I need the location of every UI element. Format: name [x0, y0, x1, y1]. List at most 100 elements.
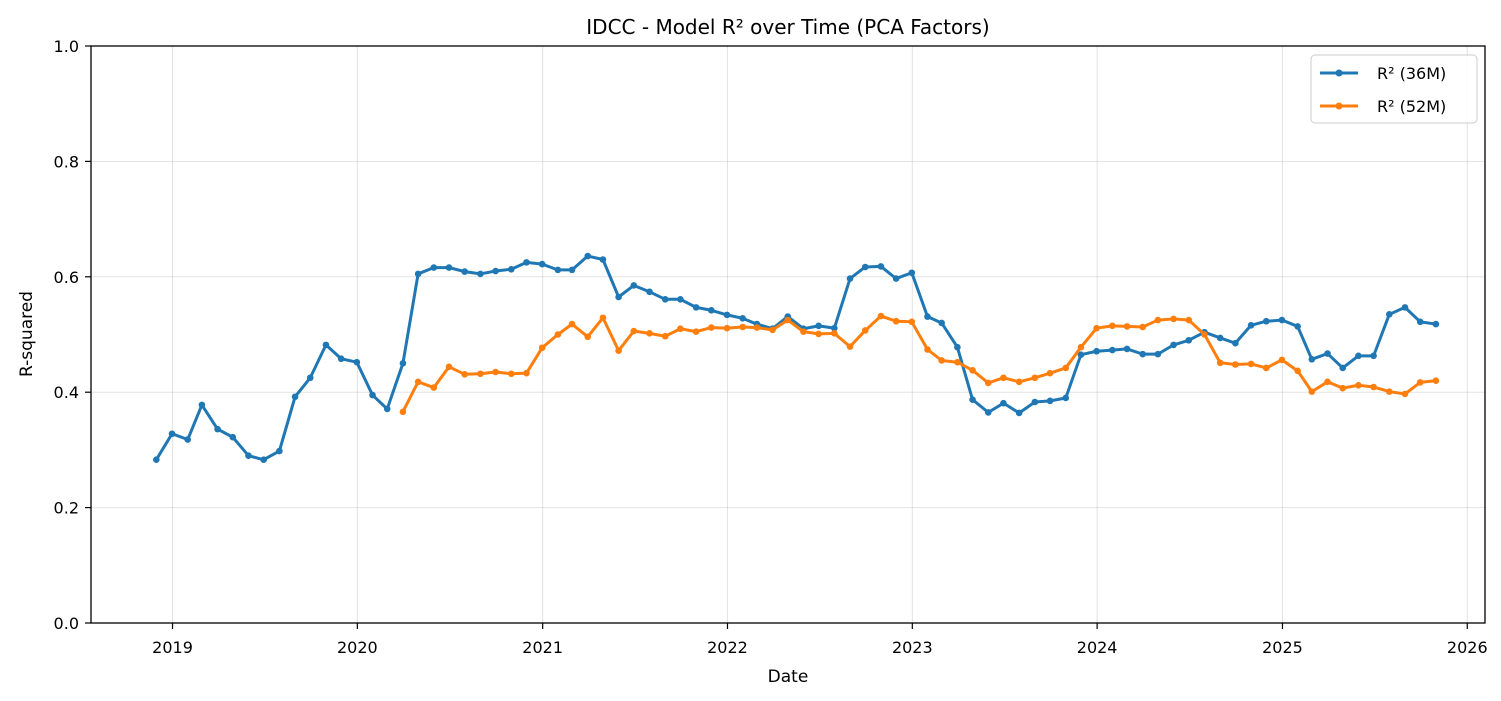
x-tick-label: 2023	[892, 638, 933, 657]
data-point	[1015, 378, 1023, 386]
data-point	[1432, 377, 1440, 384]
data-point	[1123, 323, 1131, 330]
data-point	[523, 369, 530, 377]
x-axis-label: Date	[768, 667, 809, 687]
x-tick-label: 2024	[1077, 638, 1118, 657]
data-point	[1278, 316, 1286, 324]
data-point	[1139, 350, 1146, 358]
data-point	[908, 318, 916, 326]
data-point	[1262, 317, 1270, 325]
data-point	[523, 259, 530, 266]
data-point	[430, 264, 438, 271]
data-point	[1308, 388, 1316, 395]
data-point	[877, 263, 885, 270]
data-point	[969, 366, 976, 374]
data-point	[831, 324, 838, 332]
data-point	[1201, 331, 1208, 338]
data-point	[1247, 321, 1255, 329]
data-point	[554, 266, 562, 274]
data-point	[815, 322, 822, 330]
data-point	[1046, 397, 1054, 405]
data-point	[630, 282, 638, 289]
y-axis-label: R-squared	[17, 291, 37, 377]
data-point	[739, 323, 746, 331]
data-point	[661, 296, 669, 303]
data-point	[414, 270, 422, 278]
data-point	[646, 330, 653, 337]
data-point	[1324, 378, 1331, 386]
data-point	[1216, 334, 1224, 342]
data-point	[1355, 352, 1362, 360]
data-point	[414, 378, 422, 386]
data-point	[1123, 345, 1131, 353]
y-tick-label: 0.8	[54, 152, 79, 171]
data-point	[430, 384, 438, 391]
data-point	[630, 327, 638, 335]
data-point	[445, 264, 453, 271]
data-point	[153, 456, 160, 464]
data-point	[1154, 350, 1162, 358]
data-point	[353, 358, 361, 366]
data-point	[800, 328, 807, 335]
data-point	[322, 341, 330, 349]
data-point	[1416, 318, 1424, 326]
data-point	[1324, 350, 1331, 357]
data-point	[461, 268, 468, 275]
legend-marker-52m	[1335, 102, 1343, 110]
y-tick-label: 1.0	[54, 37, 79, 56]
data-point	[461, 371, 468, 378]
data-point	[677, 325, 684, 333]
y-tick-label: 0.0	[54, 614, 79, 633]
data-point	[554, 331, 562, 338]
data-point	[1062, 364, 1070, 372]
data-point	[1093, 347, 1100, 355]
data-point	[707, 324, 715, 331]
x-tick-label: 2022	[707, 638, 748, 657]
x-tick-label: 2026	[1447, 638, 1488, 657]
data-point	[692, 328, 700, 335]
data-point	[1370, 352, 1377, 360]
data-point	[984, 409, 992, 416]
data-point	[1031, 374, 1039, 382]
series-layer	[153, 252, 1440, 464]
data-point	[1154, 316, 1162, 324]
data-point	[1185, 316, 1193, 324]
data-point	[1339, 364, 1347, 372]
data-point	[969, 396, 976, 404]
x-tick-label: 2019	[152, 638, 193, 657]
data-point	[1401, 304, 1409, 311]
data-point	[1216, 359, 1224, 367]
legend-label-36m: R² (36M)	[1377, 64, 1446, 83]
data-point	[646, 288, 653, 296]
data-point	[168, 430, 176, 438]
data-point	[924, 313, 931, 320]
data-point	[1370, 383, 1377, 391]
data-point	[615, 293, 622, 301]
y-tick-label: 0.6	[54, 268, 79, 287]
y-tick-label: 0.2	[54, 499, 79, 518]
x-tick-label: 2025	[1262, 638, 1303, 657]
x-tick-label: 2021	[522, 638, 563, 657]
data-point	[1077, 351, 1085, 358]
data-point	[1000, 374, 1007, 382]
data-point	[584, 252, 592, 260]
data-point	[877, 312, 885, 320]
data-point	[1170, 341, 1177, 349]
data-point	[291, 393, 299, 401]
data-point	[1416, 379, 1424, 386]
data-point	[954, 358, 961, 366]
data-point	[831, 330, 838, 337]
data-point	[1000, 399, 1007, 407]
data-point	[492, 368, 499, 376]
data-point	[477, 370, 484, 378]
data-point	[1339, 384, 1347, 392]
data-point	[383, 405, 391, 413]
data-point	[538, 260, 546, 268]
data-point	[753, 324, 761, 331]
data-point	[938, 319, 945, 327]
data-point	[276, 447, 283, 455]
data-point	[861, 263, 869, 271]
data-point	[661, 332, 669, 340]
